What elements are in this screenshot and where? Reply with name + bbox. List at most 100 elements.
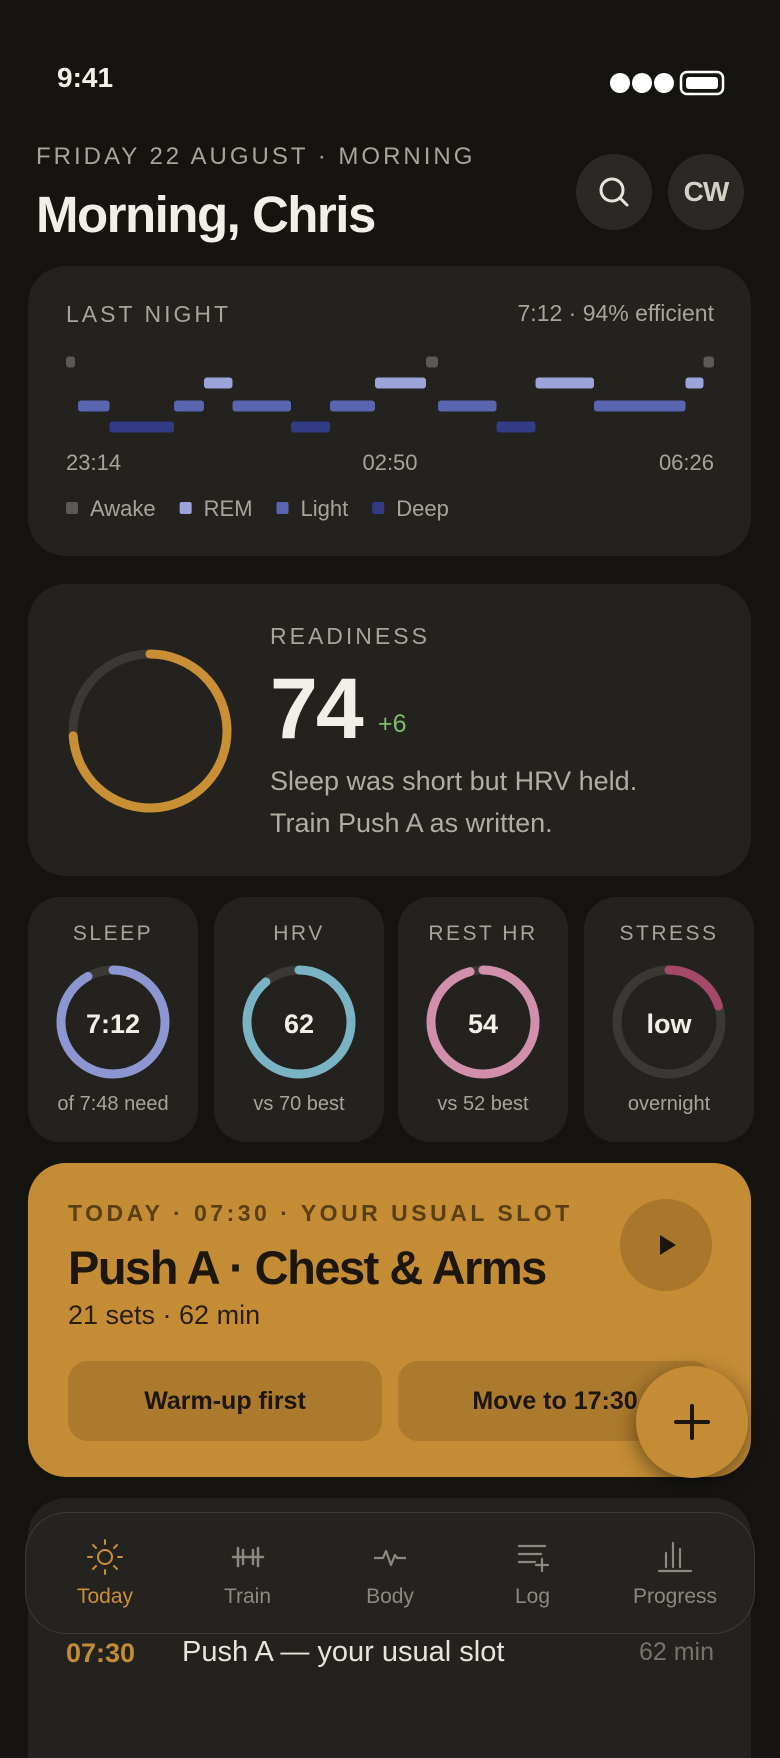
- avatar[interactable]: CW: [668, 154, 744, 230]
- tab[interactable]: Progress: [605, 1535, 745, 1615]
- legend-swatch: [276, 502, 289, 514]
- ring-arc: [56, 965, 170, 1079]
- sleep-segment: [291, 421, 330, 433]
- sleep-segment: [594, 400, 686, 412]
- greeting: Morning, Chris: [36, 186, 376, 243]
- workout-title: Push A · Chest & Arms: [68, 1241, 547, 1294]
- sleep-segment: [438, 400, 497, 412]
- sleep-segment: [496, 421, 536, 433]
- metric-note: vs 70 best: [253, 1093, 345, 1115]
- tab-icon: [657, 1541, 693, 1573]
- metric-note: vs 52 best: [437, 1093, 529, 1115]
- readiness-line: Sleep was short but HRV held.: [270, 766, 638, 796]
- metric-label: SLEEP: [72, 922, 154, 945]
- page: html,body{margin:0;padding:0;} body{widt…: [25, 62, 755, 1758]
- sleep-segment: [535, 377, 594, 389]
- sleep-time: 23:14: [66, 450, 121, 475]
- sleep-segment: [109, 421, 174, 433]
- readiness-label: READINESS: [270, 623, 430, 649]
- play-button[interactable]: [620, 1199, 712, 1291]
- play-icon: [660, 1235, 676, 1255]
- ring-arc: [68, 649, 232, 813]
- tab[interactable]: Today: [35, 1535, 175, 1615]
- app-screen: 9:41 FRIDAY 22 AUGUST · MORNING Morning,…: [25, 62, 755, 1758]
- tab-bar: [25, 1512, 755, 1634]
- readiness-delta: +6: [378, 710, 407, 738]
- sleep-summary: 7:12 · 94% efficient: [517, 300, 714, 326]
- tab[interactable]: Train: [178, 1535, 318, 1615]
- metric-note: of 7:48 need: [57, 1093, 169, 1115]
- tab-label: Train: [223, 1585, 272, 1608]
- metric-value: 7:12: [86, 1009, 140, 1039]
- hypnogram: 23:14 02:50 06:26 Awake REM Light Deep: [66, 356, 714, 521]
- warmup-button[interactable]: Warm-up first: [68, 1361, 382, 1441]
- date-line: FRIDAY 22 AUGUST · MORNING: [36, 143, 476, 170]
- metric-ring: 7:12: [56, 965, 170, 1079]
- ring-arc: [426, 965, 540, 1079]
- status-glyphs: [610, 70, 725, 96]
- sleep-time: 06:26: [659, 450, 714, 475]
- metric-card: [214, 897, 384, 1142]
- sleep-label: LAST NIGHT: [66, 301, 232, 327]
- tab-label: Progress: [632, 1585, 718, 1608]
- sleep-segment: [703, 356, 714, 368]
- workout-eyebrow: TODAY · 07:30 · YOUR USUAL SLOT: [68, 1200, 573, 1226]
- sleep-segment: [232, 400, 291, 412]
- sleep-segment: [66, 356, 75, 368]
- ring-arc: [242, 965, 356, 1079]
- schedule-duration: 62 min: [638, 1638, 714, 1666]
- metric-card: [398, 897, 568, 1142]
- metric-label: STRESS: [619, 922, 719, 945]
- readiness-line: Train Push A as written.: [270, 808, 553, 838]
- sleep-segment: [174, 400, 204, 412]
- sleep-segment: [375, 377, 426, 389]
- readiness-text: Sleep was short but HRV held. Train Push…: [270, 760, 637, 844]
- sleep-segment: [685, 377, 704, 389]
- readiness-score: 74: [270, 661, 364, 757]
- search-icon: [599, 177, 629, 207]
- metric-ring: low: [612, 965, 726, 1079]
- legend-label: REM: [204, 496, 253, 521]
- status-icons: [608, 70, 726, 96]
- plus-icon: [674, 1404, 710, 1440]
- metric-label: HRV: [273, 922, 325, 945]
- sleep-segment: [204, 377, 233, 389]
- ring-arc: [664, 965, 723, 1011]
- metric-value: low: [647, 1009, 693, 1039]
- sleep-segment: [426, 356, 438, 368]
- sleep-segment: [78, 400, 110, 412]
- metric-ring: 62: [242, 965, 356, 1079]
- schedule-time: 07:30: [66, 1638, 136, 1668]
- metric-note: overnight: [627, 1093, 711, 1115]
- legend-swatch: [372, 502, 385, 514]
- tab-icon: [517, 1544, 549, 1573]
- tab-icon: [87, 1539, 123, 1575]
- tab-icon: [374, 1549, 406, 1567]
- readiness-card: [28, 584, 751, 876]
- tab[interactable]: Body: [320, 1535, 460, 1615]
- legend-label: Light: [301, 496, 349, 521]
- metric-card: [28, 897, 198, 1142]
- metric-value: 54: [468, 1009, 498, 1039]
- tab-icon: [231, 1546, 264, 1568]
- search-button[interactable]: [576, 154, 652, 230]
- schedule-title: Push A — your usual slot: [182, 1636, 505, 1668]
- legend-label: Deep: [396, 496, 449, 521]
- metric-card: [584, 897, 754, 1142]
- legend-label: Awake: [90, 496, 156, 521]
- status-time: 9:41: [57, 62, 114, 93]
- workout-meta: 21 sets · 62 min: [68, 1300, 261, 1330]
- legend-swatch: [179, 502, 192, 514]
- metric-label: REST HR: [428, 922, 538, 945]
- sleep-time: 02:50: [362, 450, 417, 475]
- tab-label: Log: [514, 1585, 551, 1608]
- tab-label: Today: [76, 1585, 134, 1608]
- metric-value: 62: [284, 1009, 314, 1039]
- metric-ring: 54: [426, 965, 540, 1079]
- tab-label: Body: [366, 1585, 414, 1608]
- sleep-segment: [330, 400, 375, 412]
- tab[interactable]: Log: [463, 1535, 603, 1615]
- add-button[interactable]: [636, 1366, 748, 1478]
- readiness-ring: [68, 649, 232, 813]
- legend-swatch: [66, 502, 78, 514]
